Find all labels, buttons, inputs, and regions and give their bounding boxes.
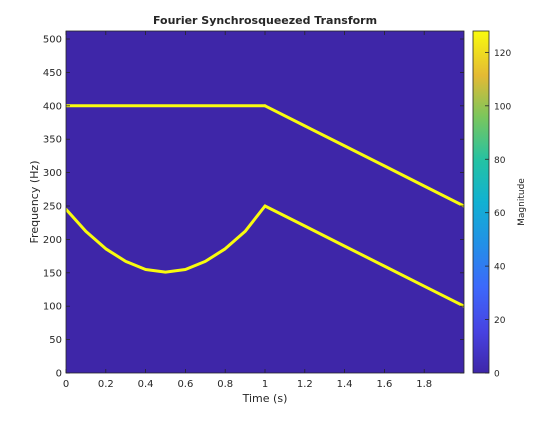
x-tick-label: 1.2: [297, 379, 313, 390]
plot-background: [66, 31, 464, 373]
x-tick-label: 1: [262, 379, 268, 390]
y-tick-label: 300: [43, 168, 62, 179]
colorbar-tick-label: 100: [494, 102, 511, 112]
x-tick-label: 0: [63, 379, 69, 390]
ridges-layer: [66, 104, 464, 308]
y-tick-label: 500: [43, 35, 62, 46]
y-tick-label: 350: [43, 135, 62, 146]
y-tick-label: 200: [43, 235, 62, 246]
colorbar-tick-label: 120: [494, 49, 511, 59]
colorbar-tick-label: 60: [494, 209, 506, 219]
colorbar-ticks: 0 20 40 60 80 100 120: [485, 49, 511, 380]
y-tick-label: 250: [43, 202, 62, 213]
y-axis-ticks: 0 50 100 150 200 250 300 350 400 450 500: [43, 35, 464, 380]
x-tick-label: 0.2: [98, 379, 114, 390]
x-tick-label: 1.4: [337, 379, 353, 390]
colorbar-tick-label: 80: [494, 156, 506, 166]
x-tick-label: 0.4: [138, 379, 154, 390]
x-tick-label: 0.8: [217, 379, 233, 390]
y-tick-label: 0: [56, 369, 62, 380]
y-tick-label: 450: [43, 68, 62, 79]
y-axis-label: Frequency (Hz): [28, 161, 41, 244]
x-tick-label: 1.6: [376, 379, 392, 390]
ridge-4: [263, 204, 464, 308]
y-tick-label: 400: [43, 101, 62, 112]
x-tick-label: 1.8: [416, 379, 432, 390]
y-tick-label: 50: [49, 335, 62, 346]
x-axis-ticks: 0 0.2 0.4 0.6 0.8 1 1.2 1.4 1.6 1.8: [63, 31, 432, 390]
ridge-2: [263, 104, 464, 208]
colorbar-tick-label: 0: [494, 370, 500, 380]
colorbar-tick-label: 40: [494, 263, 506, 273]
ridge-3: [66, 204, 267, 274]
y-tick-label: 100: [43, 302, 62, 313]
colorbar-tick-label: 20: [494, 316, 506, 326]
colorbar-label: Magnitude: [517, 178, 527, 226]
x-axis-label: Time (s): [242, 392, 288, 405]
y-tick-label: 150: [43, 268, 62, 279]
x-tick-label: 0.6: [177, 379, 193, 390]
colorbar: [472, 30, 490, 374]
chart-title: Fourier Synchrosqueezed Transform: [153, 14, 377, 27]
